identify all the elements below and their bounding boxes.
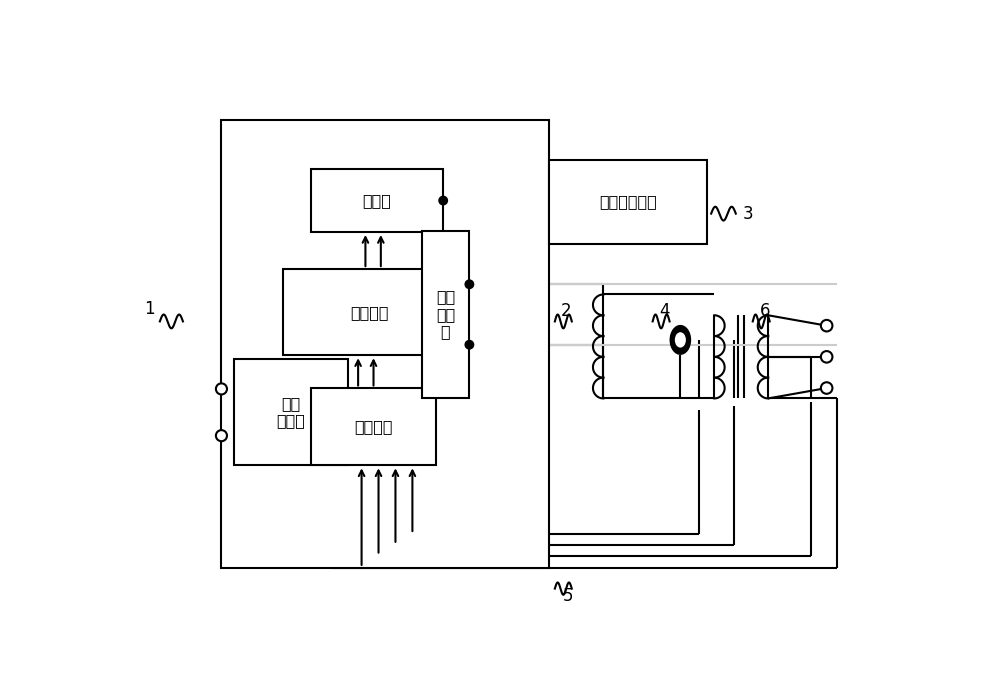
Circle shape — [216, 383, 227, 395]
Text: 6: 6 — [760, 303, 770, 320]
Text: 5: 5 — [563, 587, 573, 605]
Text: 4: 4 — [660, 303, 670, 320]
Text: 人机交互模块: 人机交互模块 — [600, 195, 657, 210]
Circle shape — [465, 280, 474, 288]
Text: 2: 2 — [561, 303, 572, 320]
Text: 数据接口: 数据接口 — [354, 419, 392, 434]
Ellipse shape — [670, 325, 691, 355]
FancyBboxPatch shape — [549, 160, 707, 245]
FancyBboxPatch shape — [311, 169, 443, 232]
FancyBboxPatch shape — [422, 231, 469, 398]
Circle shape — [821, 382, 832, 394]
FancyBboxPatch shape — [311, 389, 436, 465]
FancyBboxPatch shape — [283, 269, 456, 355]
Circle shape — [216, 430, 227, 441]
Text: 1: 1 — [144, 300, 154, 318]
FancyBboxPatch shape — [221, 120, 549, 568]
Text: 3: 3 — [743, 205, 753, 223]
Circle shape — [821, 351, 832, 363]
Text: 控制芯片: 控制芯片 — [350, 305, 389, 320]
Text: 电源
输出
端: 电源 输出 端 — [436, 290, 455, 339]
Circle shape — [821, 320, 832, 331]
Ellipse shape — [675, 332, 686, 348]
Circle shape — [439, 196, 447, 205]
FancyBboxPatch shape — [234, 359, 348, 465]
Circle shape — [465, 341, 474, 349]
Text: 通讯端: 通讯端 — [363, 193, 391, 208]
Text: 电源
输入端: 电源 输入端 — [276, 396, 305, 428]
